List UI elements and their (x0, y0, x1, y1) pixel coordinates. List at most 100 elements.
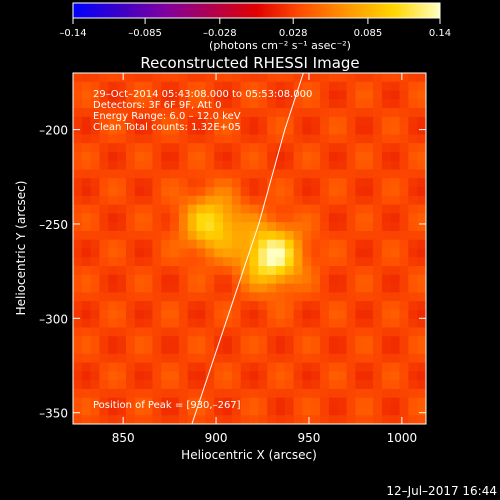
heatmap-cell (161, 415, 171, 424)
heatmap-cell (90, 187, 101, 197)
heatmap-cell (311, 318, 321, 329)
heatmap-cell (240, 318, 251, 329)
heatmap-cell (381, 90, 392, 100)
heatmap-cell (117, 371, 127, 381)
heatmap-cell (275, 406, 286, 416)
heatmap-cell (73, 187, 83, 197)
heatmap-cell (249, 204, 259, 214)
heatmap-cell (311, 125, 321, 136)
heatmap-cell (267, 274, 277, 285)
heatmap-cell (99, 81, 109, 92)
heatmap-cell (152, 362, 162, 372)
heatmap-cell (355, 213, 365, 223)
heatmap-cell (81, 125, 92, 136)
heatmap-cell (73, 345, 83, 355)
heatmap-cell (99, 406, 109, 416)
heatmap-cell (390, 353, 401, 364)
heatmap-cell (170, 406, 180, 416)
heatmap-cell (408, 222, 418, 232)
heatmap-cell (328, 248, 339, 258)
heatmap-cell (170, 108, 180, 118)
heatmap-cell (390, 380, 401, 390)
heatmap-cell (408, 90, 418, 100)
heatmap-cell (73, 195, 83, 206)
heatmap-cell (399, 195, 409, 206)
heatmap-cell (328, 116, 339, 127)
heatmap-cell (240, 108, 251, 118)
heatmap-cell (249, 213, 259, 223)
heatmap-cell (346, 230, 356, 241)
heatmap-cell (117, 397, 127, 408)
heatmap-cell (355, 187, 365, 197)
heatmap-cell (170, 257, 180, 267)
heatmap-cell (311, 116, 321, 127)
heatmap-cell (390, 213, 401, 223)
heatmap-cell (187, 151, 198, 162)
heatmap-cell (320, 362, 330, 372)
heatmap-cell (223, 116, 233, 127)
heatmap-cell (108, 353, 118, 364)
heatmap-cell (275, 195, 286, 206)
heatmap-cell (275, 178, 286, 188)
heatmap-cell (293, 406, 304, 416)
heatmap-cell (399, 266, 409, 276)
heatmap-cell (408, 116, 418, 127)
heatmap-cell (311, 274, 321, 285)
heatmap-cell (81, 353, 92, 364)
heatmap-cell (249, 248, 259, 258)
heatmap-cell (134, 213, 145, 223)
heatmap-cell (355, 160, 365, 171)
heatmap-cell (134, 73, 145, 83)
heatmap-cell (214, 116, 224, 127)
heatmap-cell (284, 151, 295, 162)
heatmap-cell (311, 388, 321, 399)
heatmap-cell (125, 336, 136, 346)
heatmap-cell (134, 327, 145, 337)
heatmap-cell (267, 318, 277, 329)
colorbar-tick-label: 0.085 (354, 28, 383, 39)
heatmap-cell (196, 151, 206, 162)
heatmap-cell (399, 187, 409, 197)
heatmap-cell (320, 222, 330, 232)
heatmap-cell (231, 187, 242, 197)
heatmap-cell (364, 81, 374, 92)
heatmap-cell (399, 73, 409, 83)
heatmap-cell (320, 292, 330, 302)
heatmap-cell (108, 415, 118, 424)
colorbar-tick-label: 0.14 (429, 28, 451, 39)
heatmap-cell (417, 380, 426, 390)
heatmap-cell (399, 336, 409, 346)
heatmap-cell (117, 336, 127, 346)
heatmap-cell (117, 143, 127, 153)
heatmap-cell (364, 108, 374, 118)
heatmap-cell (355, 345, 365, 355)
heatmap-cell (73, 160, 83, 171)
heatmap-cell (99, 151, 109, 162)
heatmap-cell (381, 213, 392, 223)
heatmap-cell (134, 169, 145, 179)
heatmap-cell (161, 388, 171, 399)
heatmap-cell (399, 143, 409, 153)
heatmap-cell (284, 116, 295, 127)
heatmap-cell (320, 336, 330, 346)
heatmap-cell (117, 213, 127, 223)
heatmap-cell (390, 169, 401, 179)
heatmap-cell (125, 371, 136, 381)
heatmap-cell (161, 134, 171, 144)
heatmap-cell (125, 415, 136, 424)
heatmap-cell (390, 336, 401, 346)
heatmap-cell (125, 309, 136, 320)
heatmap-cell (170, 125, 180, 136)
heatmap-cell (249, 380, 259, 390)
heatmap-cell (399, 125, 409, 136)
heatmap-cell (320, 415, 330, 424)
heatmap-cell (125, 283, 136, 293)
heatmap-cell (108, 318, 118, 329)
heatmap-cell (249, 125, 259, 136)
heatmap-cell (337, 187, 348, 197)
heatmap-cell (390, 187, 401, 197)
heatmap-cell (346, 415, 356, 424)
heatmap-cell (240, 116, 251, 127)
heatmap-cell (328, 81, 339, 92)
